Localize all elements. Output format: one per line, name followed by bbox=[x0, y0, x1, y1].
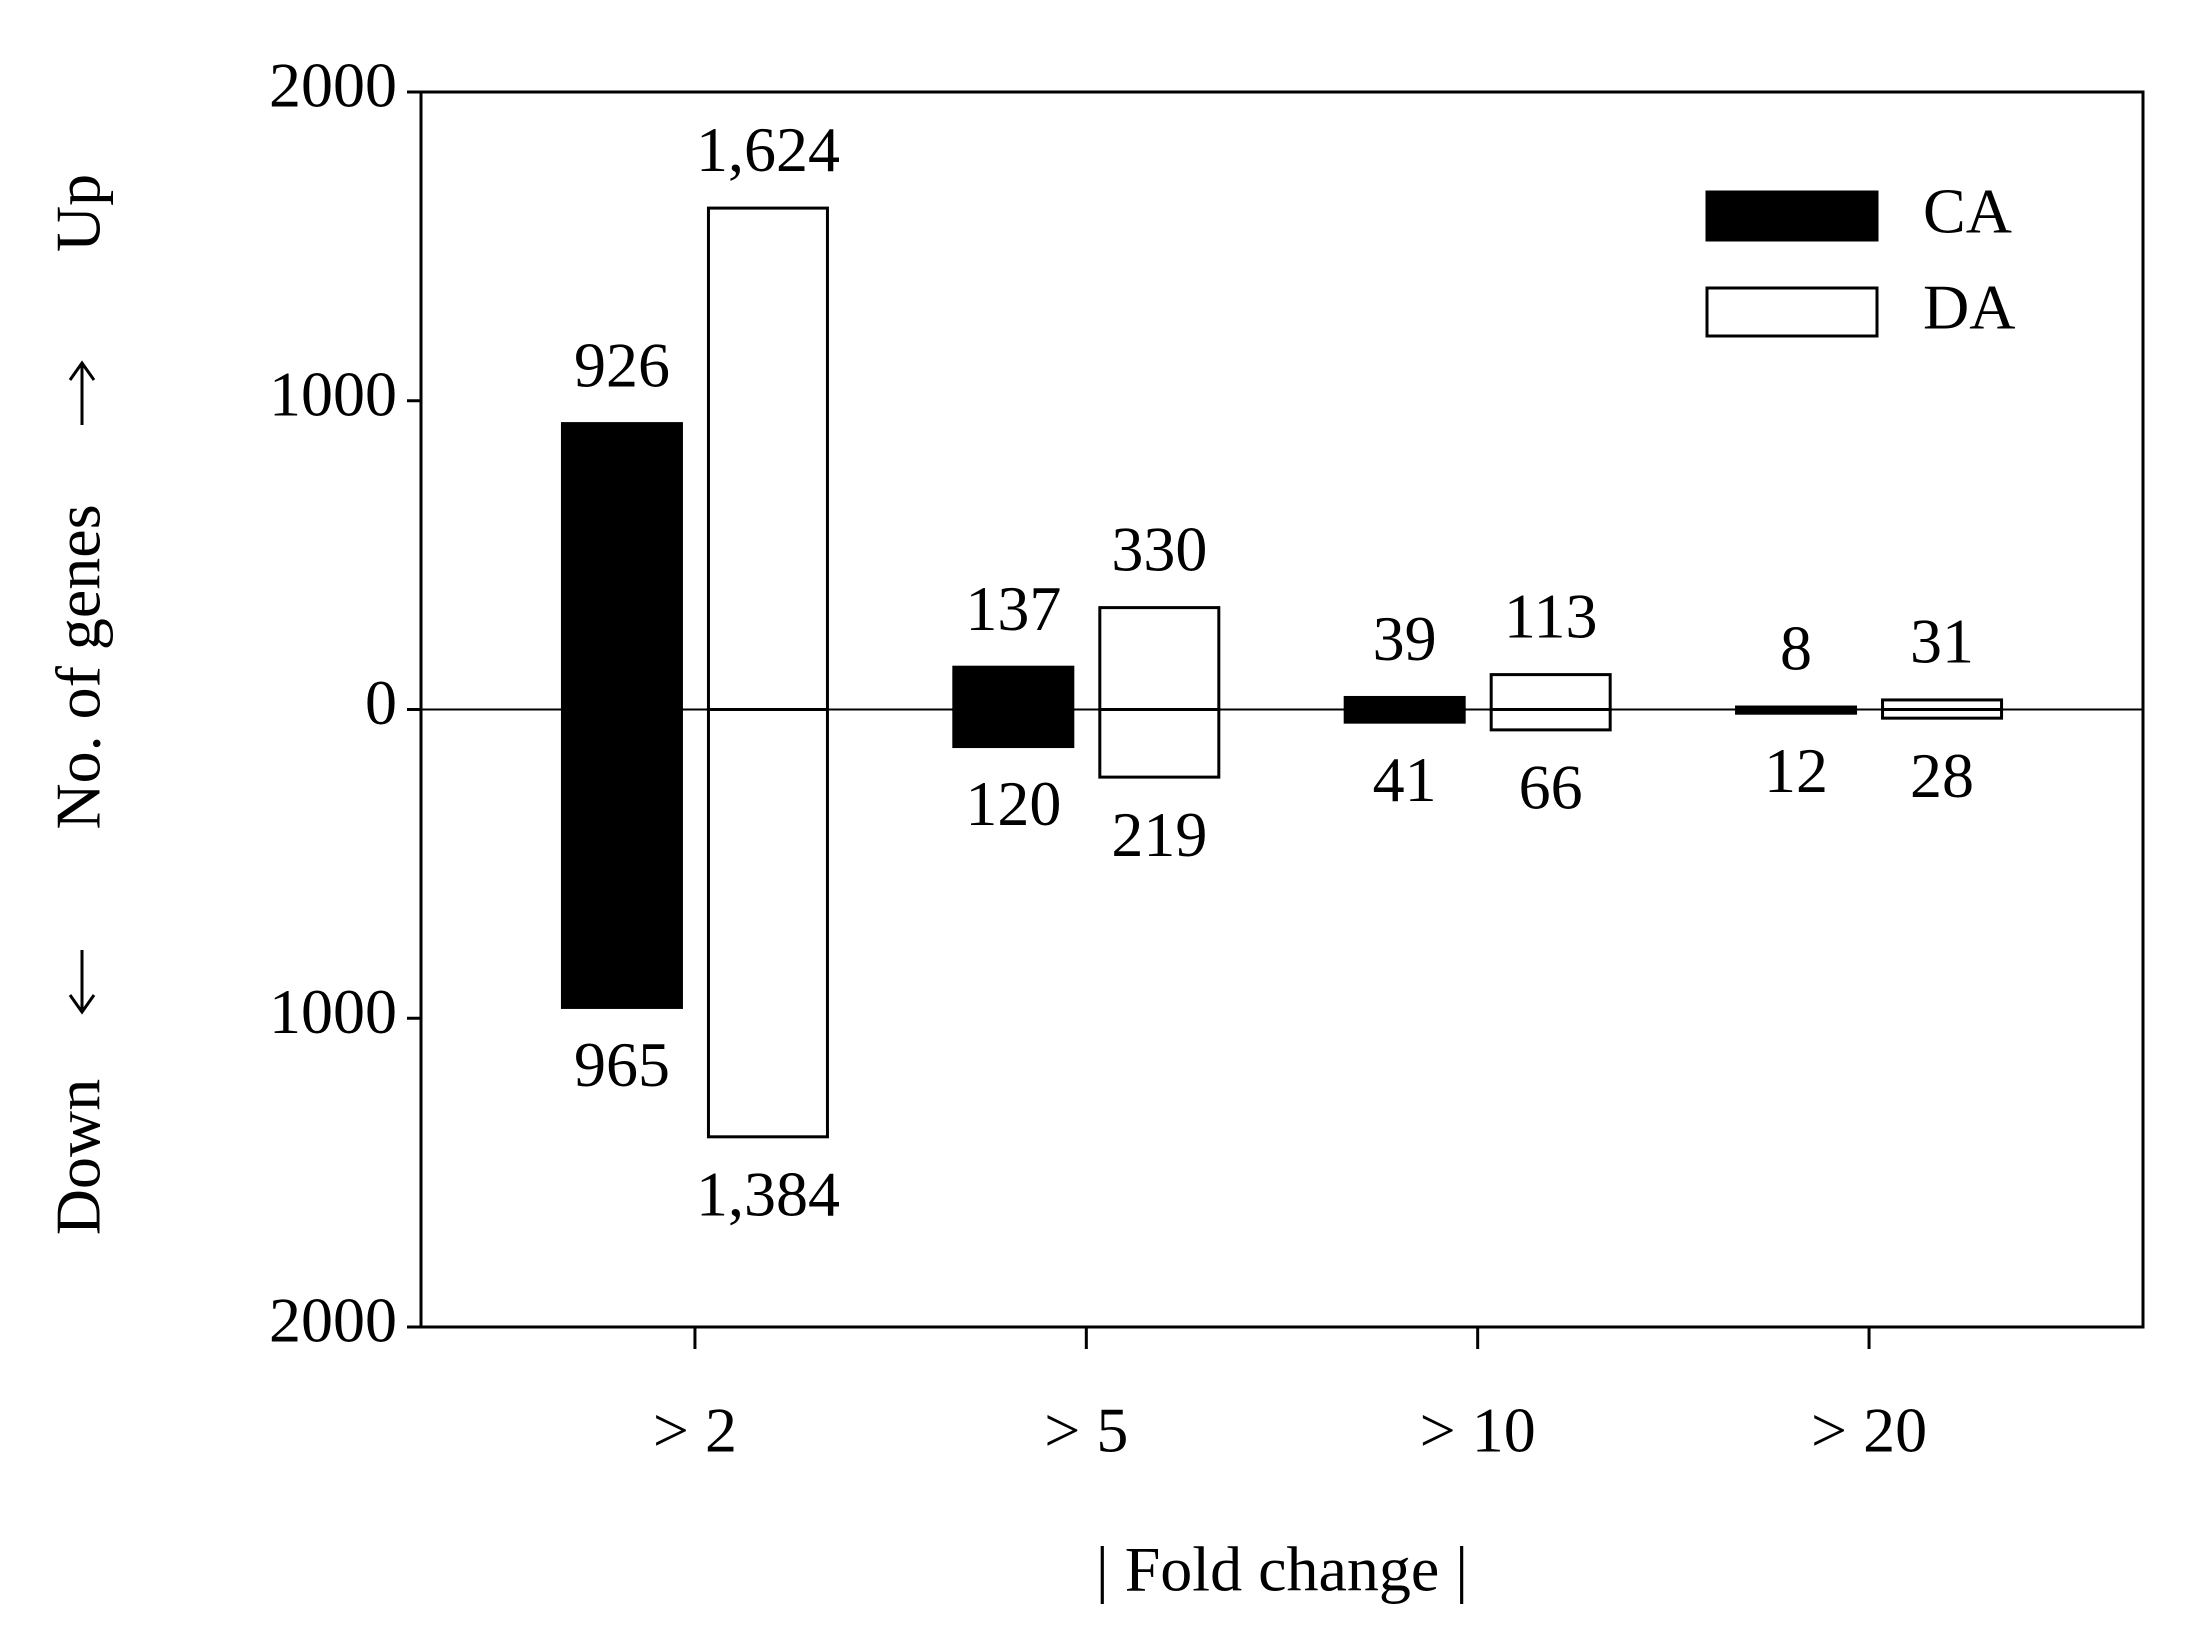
bar-down bbox=[1343, 708, 1466, 724]
bar-up bbox=[1343, 695, 1466, 711]
value-label: 31 bbox=[1910, 606, 1974, 677]
value-label: 12 bbox=[1764, 735, 1828, 806]
arrow-down-head bbox=[68, 994, 96, 1015]
bar-down bbox=[1098, 708, 1221, 779]
value-label: 330 bbox=[1111, 513, 1207, 584]
value-label: 219 bbox=[1111, 799, 1207, 870]
bar-up bbox=[1489, 673, 1612, 712]
bar-up bbox=[1098, 606, 1221, 711]
x-tick-label: > 20 bbox=[1811, 1395, 1927, 1466]
value-label: 926 bbox=[574, 329, 670, 400]
bar-down bbox=[1881, 708, 2004, 720]
legend-label: CA bbox=[1923, 176, 2012, 247]
x-tick-label: > 10 bbox=[1420, 1395, 1536, 1466]
arrow-up-head bbox=[68, 360, 96, 381]
bar-down bbox=[560, 708, 683, 1009]
bar-up bbox=[706, 206, 829, 711]
y-label-main: No. of genes bbox=[43, 504, 114, 829]
bar-down bbox=[706, 708, 829, 1139]
bar-up bbox=[560, 422, 683, 711]
value-label: 28 bbox=[1910, 740, 1974, 811]
legend-label: DA bbox=[1923, 272, 2015, 343]
value-label: 137 bbox=[965, 573, 1061, 644]
x-axis-label: | Fold change | bbox=[1096, 1534, 1468, 1605]
value-label: 8 bbox=[1780, 613, 1812, 684]
value-label: 120 bbox=[965, 768, 1061, 839]
legend-swatch bbox=[1705, 286, 1879, 338]
value-label: 1,384 bbox=[696, 1158, 840, 1229]
value-label: 41 bbox=[1373, 744, 1437, 815]
x-tick-label: > 2 bbox=[653, 1395, 737, 1466]
bar-down bbox=[1489, 708, 1612, 732]
y-label-up: Up bbox=[43, 174, 114, 252]
value-label: 66 bbox=[1519, 752, 1583, 823]
y-tick-label: 0 bbox=[365, 667, 397, 738]
y-label-down: Down bbox=[43, 1079, 114, 1235]
value-label: 1,624 bbox=[696, 114, 840, 185]
bar-down bbox=[1735, 708, 1858, 715]
value-label: 965 bbox=[574, 1029, 670, 1100]
bar-down bbox=[952, 708, 1075, 749]
x-tick-label: > 5 bbox=[1044, 1395, 1128, 1466]
legend-swatch bbox=[1705, 190, 1879, 242]
y-axis-label: Down No. of genes Up bbox=[43, 174, 114, 1235]
y-tick-label: 2000 bbox=[269, 50, 397, 121]
y-tick-label: 1000 bbox=[269, 976, 397, 1047]
y-tick-label: 2000 bbox=[269, 1285, 397, 1356]
value-label: 39 bbox=[1373, 603, 1437, 674]
bar-up bbox=[952, 665, 1075, 711]
y-tick-label: 1000 bbox=[269, 358, 397, 429]
value-label: 113 bbox=[1504, 580, 1598, 651]
